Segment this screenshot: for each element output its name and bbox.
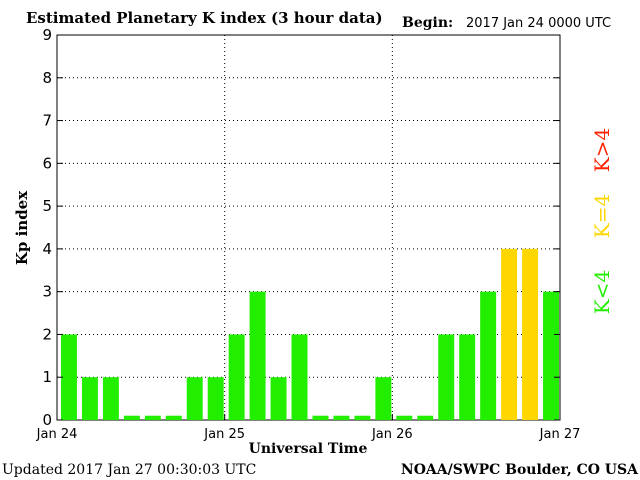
x-tick-label: Jan 26: [371, 427, 413, 442]
kp-bar: [186, 377, 203, 420]
kp-bar: [228, 334, 245, 420]
y-tick-label: 3: [42, 283, 52, 301]
kp-bar: [270, 377, 287, 420]
x-tick-label: Jan 24: [36, 427, 78, 442]
source-credit: NOAA/SWPC Boulder, CO USA: [401, 462, 639, 478]
grid-lines: [57, 35, 560, 420]
y-tick-label: 4: [42, 240, 52, 258]
y-axis: 0 1 2 3 4 5 6 7 8 9: [42, 26, 560, 429]
x-tick-label: Jan 27: [539, 427, 581, 442]
kp-bar: [144, 415, 161, 420]
legend-k-lt4: K<4: [590, 270, 614, 314]
kp-bar: [354, 415, 371, 420]
legend-k-eq4: K=4: [590, 194, 614, 238]
kp-bar: [291, 334, 308, 420]
kp-bar: [375, 377, 392, 420]
plot-area: [56, 34, 561, 421]
kp-bar: [312, 415, 329, 420]
kp-bar: [207, 377, 224, 420]
kp-bar: [459, 334, 476, 420]
updated-timestamp: Updated 2017 Jan 27 00:30:03 UTC: [2, 462, 256, 478]
kp-bar: [123, 415, 140, 420]
chart-title: Estimated Planetary K index (3 hour data…: [26, 9, 383, 27]
x-tick-label: Jan 25: [203, 427, 245, 442]
kp-bar: [61, 334, 77, 420]
kp-bar: [81, 377, 98, 420]
y-tick-label: 9: [42, 26, 52, 44]
begin-value: 2017 Jan 24 0000 UTC: [466, 16, 611, 31]
kp-bar: [438, 334, 455, 420]
x-axis: Jan 24 Jan 25 Jan 26 Jan 27: [36, 414, 581, 442]
y-tick-label: 0: [42, 411, 52, 429]
kp-bar: [522, 248, 539, 420]
y-tick-label: 1: [42, 368, 52, 386]
legend-k-gt4: K>4: [590, 128, 614, 172]
y-tick-label: 7: [42, 112, 52, 130]
kp-bar: [480, 291, 497, 420]
bar-series: [61, 248, 559, 420]
kp-bar: [333, 415, 350, 420]
y-tick-label: 5: [42, 197, 52, 215]
y-tick-label: 6: [42, 154, 52, 172]
y-tick-label: 8: [42, 69, 52, 87]
kp-bar: [165, 415, 182, 420]
kp-bar: [543, 291, 559, 420]
y-axis-label: Kp index: [13, 190, 31, 265]
kp-bar: [501, 248, 518, 420]
kp-bar: [249, 291, 266, 420]
begin-label: Begin:: [402, 15, 453, 31]
kp-bar: [396, 415, 413, 420]
kp-bar: [417, 415, 434, 420]
kp-bar: [102, 377, 119, 420]
x-axis-label: Universal Time: [249, 441, 368, 457]
y-tick-label: 2: [42, 325, 52, 343]
